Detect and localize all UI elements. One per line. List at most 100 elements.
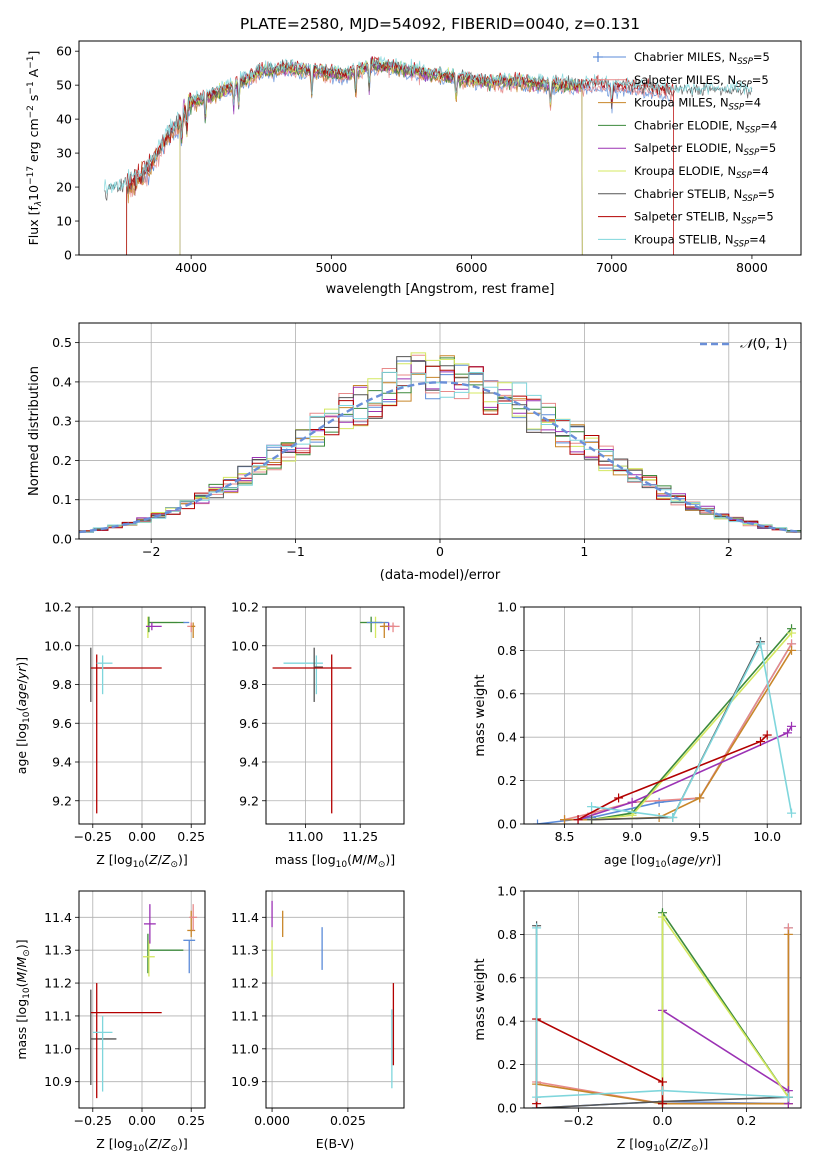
- legend-end: =4: [752, 164, 769, 178]
- y-tick-label: 20: [56, 180, 72, 195]
- y-tick-label: 9.6: [239, 716, 259, 731]
- y-tick-label: 9.2: [239, 793, 259, 808]
- x-tick-label: 10.0: [753, 829, 781, 844]
- gridlines: [524, 606, 801, 825]
- legend-end: =5: [759, 141, 776, 155]
- legend-entry-kroupa_elodie: Kroupa ELODIE, NSSP=4: [634, 164, 769, 181]
- y-tick-label: 10.9: [231, 1074, 259, 1089]
- panel-massweight_vs_age: 8.5 9.0 9.5 10.0 0.0 0.2 0.4 0.6 0.8 1.0 age [log1…: [473, 600, 802, 870]
- label-part: M: [14, 956, 29, 967]
- y-tick-label: 0.8: [497, 927, 517, 942]
- legend-entry-kroupa_stelib: Kroupa STELIB, NSSP=4: [634, 232, 766, 249]
- y-axis-label: mass weight: [473, 674, 488, 756]
- x-tick-label: −2: [142, 544, 160, 559]
- axes-frame: [78, 40, 802, 256]
- legend-end: =4: [749, 232, 766, 246]
- legend-end: =5: [752, 73, 769, 87]
- y-tick-label: 0: [64, 248, 72, 263]
- x-axis-label: mass [log10(M/M⊙)]: [275, 852, 395, 870]
- y-tick-label: 11.3: [44, 943, 72, 958]
- label-part: s: [26, 95, 41, 106]
- weight-line-salpeter_elodie: [577, 725, 793, 821]
- label-part: −17: [26, 166, 36, 185]
- legend-end: =4: [744, 96, 761, 110]
- label-part: Z: [161, 852, 171, 867]
- label-part: ⊙: [170, 1144, 178, 1154]
- label-part: /: [14, 678, 29, 683]
- legend-entry-normal: 𝒩(0, 1): [740, 337, 787, 352]
- legend-text: Chabrier MILES, N: [634, 50, 737, 64]
- x-axis-label: (data-model)/error: [380, 568, 501, 583]
- y-tick-label: 0.0: [52, 532, 72, 547]
- y-tick-label: 11.2: [231, 976, 259, 991]
- y-tick-label: 11.4: [231, 910, 259, 925]
- y-tick-label: 11.4: [44, 910, 72, 925]
- y-tick-label: 0.2: [497, 1057, 517, 1072]
- y-tick-label: 10.9: [44, 1074, 72, 1089]
- legend-end: =5: [757, 210, 774, 224]
- x-tick-label: 5000: [315, 260, 347, 275]
- label-part: )]: [178, 1136, 188, 1151]
- x-tick-label: 8.5: [555, 829, 575, 844]
- y-tick-label: 9.8: [52, 677, 72, 692]
- label-part: Z [log: [617, 1136, 653, 1151]
- weight-line-salpeter_elodie: [662, 1009, 790, 1104]
- label-part: )]: [698, 1136, 708, 1151]
- label-part: (: [14, 707, 29, 712]
- legend-end: =5: [758, 187, 775, 201]
- label-part: age [log: [604, 852, 655, 867]
- x-tick-label: 9.5: [690, 829, 710, 844]
- axes-frame: [265, 890, 405, 1109]
- label-part: −2: [26, 105, 36, 118]
- label-part: yr: [14, 666, 29, 680]
- plot-area: [79, 352, 801, 535]
- x-axis-label: Z [log10(Z/Z⊙)]: [96, 1136, 188, 1154]
- label-part: M: [14, 972, 29, 983]
- legend-sub: SSP: [737, 57, 753, 67]
- legend-end: =4: [760, 118, 777, 132]
- legend-text: Salpeter ELODIE, N: [634, 141, 744, 155]
- weight-line-salpeter_miles: [564, 643, 793, 821]
- y-tick-label: 0.4: [497, 1014, 517, 1029]
- x-tick-label: 1: [580, 544, 588, 559]
- x-tick-label: 11.25: [342, 829, 378, 844]
- plot-area: [90, 904, 198, 1099]
- label-part: age [log: [14, 723, 29, 774]
- y-tick-label: 30: [56, 146, 72, 161]
- x-tick-label: −0.2: [563, 1113, 593, 1128]
- panel-massweight_vs_Z: −0.2 0.0 0.20.00.20.40.60.81.0Z [log10(Z/Z…: [473, 884, 802, 1154]
- weight-line-kroupa_elodie: [661, 914, 790, 1102]
- y-tick-label: 9.4: [239, 755, 259, 770]
- label-part: (: [666, 852, 671, 867]
- y-tick-label: 0.3: [52, 414, 72, 429]
- y-tick-label: 0.0: [497, 1101, 517, 1116]
- panel-residuals: −2 −1 0 1 2 0.0 0.1 0.2 0.3 0.4 0.5 (data-model)/er…: [27, 322, 802, 583]
- label-part: Z: [681, 1136, 691, 1151]
- legend-text: Kroupa ELODIE, N: [634, 164, 736, 178]
- label-part: /: [158, 1136, 163, 1151]
- label-part: 10: [133, 860, 145, 870]
- label-part: M: [352, 852, 363, 867]
- axes-frame: [78, 606, 206, 825]
- x-axis-label: Z [log10(Z/Z⊙)]: [617, 1136, 709, 1154]
- label-part: mass [log: [14, 999, 29, 1060]
- y-tick-label: 0.0: [497, 817, 517, 832]
- x-tick-label: 4000: [175, 260, 207, 275]
- y-tick-label: 9.8: [239, 677, 259, 692]
- histogram-salpeter_stelib: [79, 365, 801, 534]
- y-tick-label: 10.2: [231, 600, 259, 615]
- label-part: (: [144, 852, 149, 867]
- y-axis-label: mass [log10(M/M⊙)]: [14, 939, 32, 1059]
- label-part: Flux [f: [26, 206, 41, 246]
- y-tick-label: 0.6: [497, 970, 517, 985]
- label-part: Z: [148, 1136, 158, 1151]
- y-tick-label: 0.2: [497, 773, 517, 788]
- axes-frame: [78, 890, 206, 1109]
- label-part: Z [log: [96, 852, 132, 867]
- y-tick-label: 50: [56, 78, 72, 93]
- y-tick-label: 11.2: [44, 976, 72, 991]
- x-tick-label: 8000: [736, 260, 768, 275]
- gridlines: [266, 606, 404, 824]
- legend-sub: SSP: [734, 239, 750, 249]
- y-tick-label: 0.4: [497, 730, 517, 745]
